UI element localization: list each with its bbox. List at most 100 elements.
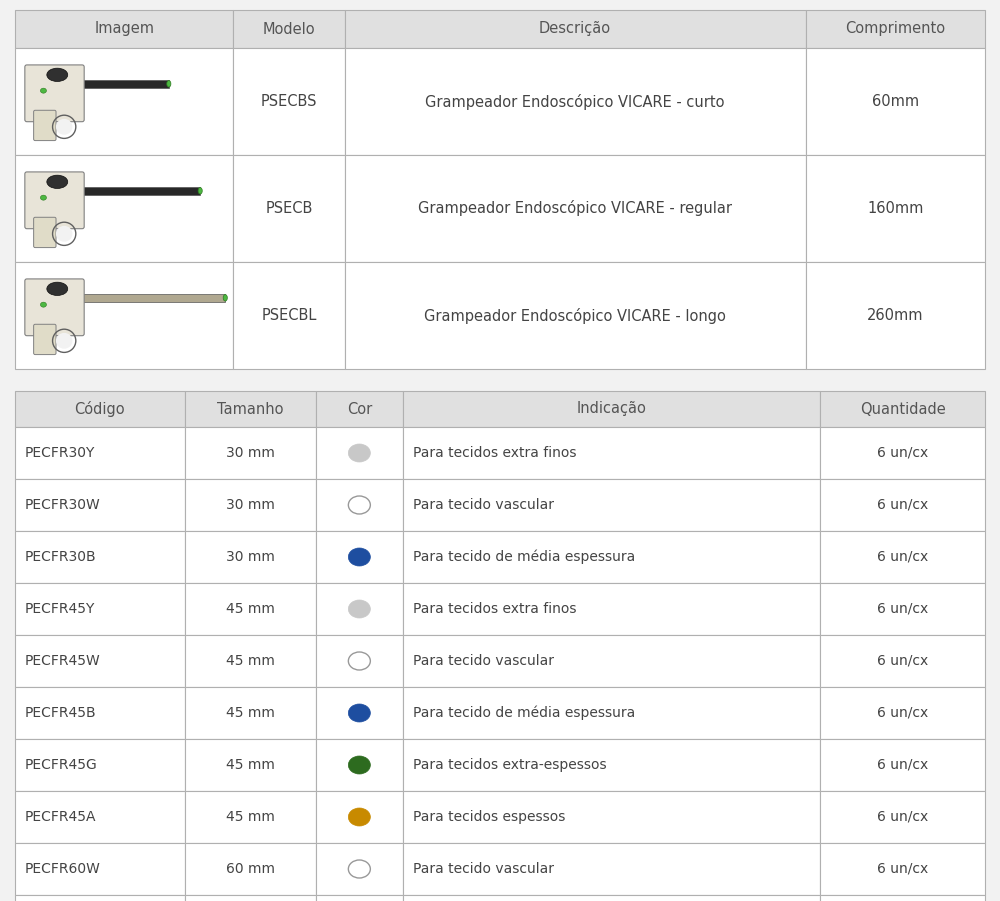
Ellipse shape <box>40 196 46 200</box>
Bar <box>15 10 233 48</box>
Bar <box>345 262 806 369</box>
FancyBboxPatch shape <box>25 65 84 122</box>
FancyBboxPatch shape <box>25 172 84 229</box>
Bar <box>403 687 820 739</box>
Text: Para tecido vascular: Para tecido vascular <box>413 654 554 668</box>
Bar <box>71 187 200 195</box>
Bar <box>316 531 403 583</box>
Text: 45 mm: 45 mm <box>226 810 275 824</box>
Bar <box>185 427 316 479</box>
Text: Grampeador Endoscópico VICARE - regular: Grampeador Endoscópico VICARE - regular <box>418 201 732 216</box>
Bar <box>316 583 403 635</box>
Ellipse shape <box>223 295 227 301</box>
Bar <box>15 479 185 531</box>
Bar <box>806 262 985 369</box>
Bar <box>316 391 403 427</box>
Bar <box>820 843 985 895</box>
Ellipse shape <box>348 704 370 722</box>
Bar <box>15 687 185 739</box>
Bar <box>403 895 820 901</box>
Ellipse shape <box>348 600 370 618</box>
Ellipse shape <box>47 282 68 296</box>
Bar <box>820 791 985 843</box>
Bar <box>345 48 806 155</box>
Ellipse shape <box>47 68 68 81</box>
Text: 45 mm: 45 mm <box>226 602 275 616</box>
Bar <box>403 427 820 479</box>
Text: Para tecido de média espessura: Para tecido de média espessura <box>413 550 635 564</box>
Text: 160mm: 160mm <box>867 201 923 216</box>
Bar <box>185 391 316 427</box>
Text: 6 un/cx: 6 un/cx <box>877 446 928 460</box>
Bar <box>806 10 985 48</box>
Ellipse shape <box>348 548 370 566</box>
Text: Comprimento: Comprimento <box>845 22 945 37</box>
Ellipse shape <box>56 119 72 135</box>
Text: 45 mm: 45 mm <box>226 654 275 668</box>
Text: 6 un/cx: 6 un/cx <box>877 862 928 876</box>
Bar <box>820 427 985 479</box>
Ellipse shape <box>167 80 171 87</box>
Text: 45 mm: 45 mm <box>226 758 275 772</box>
Bar <box>233 262 345 369</box>
FancyBboxPatch shape <box>25 279 84 336</box>
Bar <box>185 583 316 635</box>
Bar <box>345 155 806 262</box>
Bar <box>185 843 316 895</box>
Bar <box>15 391 185 427</box>
Text: 6 un/cx: 6 un/cx <box>877 706 928 720</box>
FancyBboxPatch shape <box>34 324 56 355</box>
Bar <box>316 687 403 739</box>
Bar <box>403 391 820 427</box>
Bar <box>316 427 403 479</box>
Bar <box>15 635 185 687</box>
Bar <box>316 895 403 901</box>
Bar <box>15 531 185 583</box>
Bar <box>403 479 820 531</box>
Ellipse shape <box>198 187 202 194</box>
Bar <box>15 843 185 895</box>
Text: PSECBS: PSECBS <box>261 94 317 109</box>
Bar <box>820 583 985 635</box>
Text: Cor: Cor <box>347 402 372 416</box>
Bar <box>185 531 316 583</box>
Bar <box>403 531 820 583</box>
Text: PECFR30Y: PECFR30Y <box>25 446 95 460</box>
Text: Grampeador Endoscópico VICARE - curto: Grampeador Endoscópico VICARE - curto <box>425 94 725 110</box>
Text: 6 un/cx: 6 un/cx <box>877 602 928 616</box>
Text: Para tecidos extra-espessos: Para tecidos extra-espessos <box>413 758 607 772</box>
Text: 30 mm: 30 mm <box>226 446 275 460</box>
Bar <box>316 635 403 687</box>
Bar <box>820 739 985 791</box>
Bar <box>316 791 403 843</box>
Bar <box>316 739 403 791</box>
Bar <box>806 155 985 262</box>
Text: Imagem: Imagem <box>94 22 154 37</box>
Bar <box>185 479 316 531</box>
Bar <box>403 791 820 843</box>
Text: PECFR60W: PECFR60W <box>25 862 101 876</box>
Text: PECFR45W: PECFR45W <box>25 654 101 668</box>
FancyBboxPatch shape <box>34 110 56 141</box>
Bar <box>806 48 985 155</box>
Bar <box>71 80 169 87</box>
Text: 6 un/cx: 6 un/cx <box>877 498 928 512</box>
Ellipse shape <box>348 756 370 774</box>
Bar <box>15 583 185 635</box>
Text: Modelo: Modelo <box>263 22 315 37</box>
Text: Descrição: Descrição <box>539 22 611 37</box>
Text: 6 un/cx: 6 un/cx <box>877 654 928 668</box>
Bar <box>820 531 985 583</box>
Bar <box>820 391 985 427</box>
Bar <box>403 583 820 635</box>
Bar <box>820 635 985 687</box>
FancyBboxPatch shape <box>34 217 56 248</box>
Bar <box>15 155 233 262</box>
Text: Código: Código <box>75 401 125 417</box>
Text: 45 mm: 45 mm <box>226 706 275 720</box>
Bar <box>15 48 233 155</box>
Bar <box>316 843 403 895</box>
Text: Indicação: Indicação <box>577 402 646 416</box>
Bar <box>233 48 345 155</box>
Bar <box>820 479 985 531</box>
